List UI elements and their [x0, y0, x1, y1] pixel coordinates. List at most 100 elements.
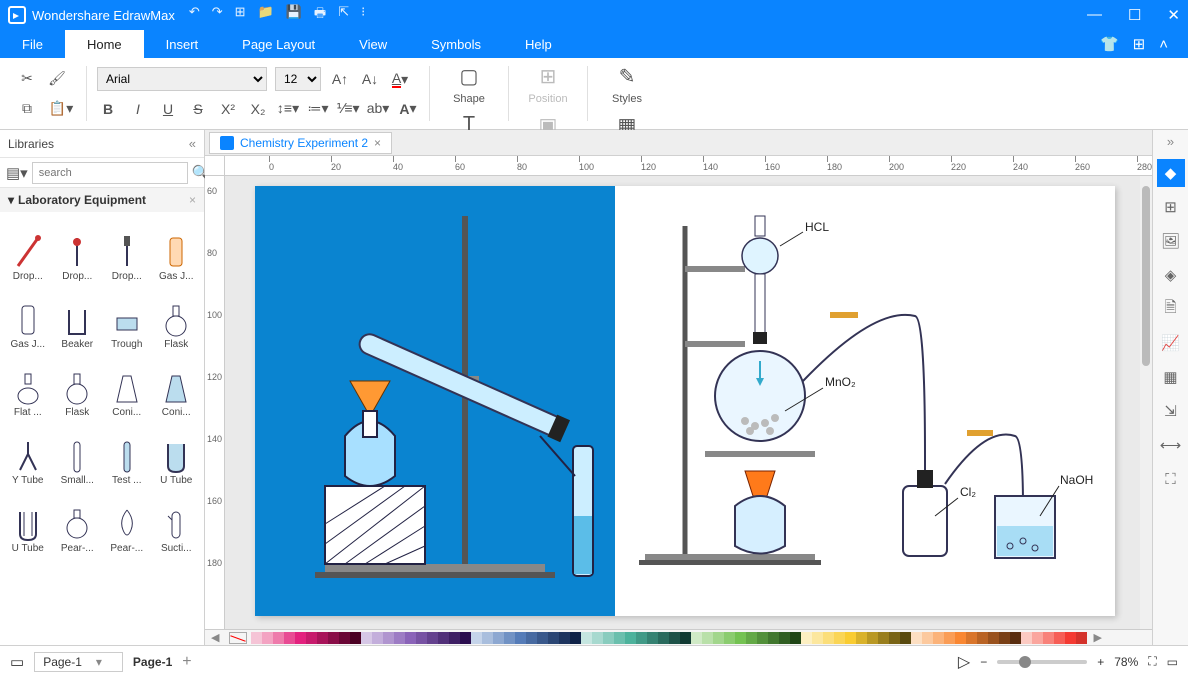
color-swatch[interactable] — [273, 632, 284, 644]
color-swatch[interactable] — [460, 632, 471, 644]
color-swatch[interactable] — [746, 632, 757, 644]
color-swatch[interactable] — [482, 632, 493, 644]
color-swatch[interactable] — [570, 632, 581, 644]
image-icon[interactable]: 🖼 — [1157, 227, 1185, 255]
format-painter-icon[interactable]: 🖌 — [46, 68, 68, 90]
color-swatch[interactable] — [581, 632, 592, 644]
color-swatch[interactable] — [317, 632, 328, 644]
color-swatch[interactable] — [350, 632, 361, 644]
shirt-icon[interactable]: 👕 — [1100, 35, 1119, 53]
color-swatch[interactable] — [823, 632, 834, 644]
color-swatch[interactable] — [438, 632, 449, 644]
menu-tab-help[interactable]: Help — [503, 30, 574, 58]
fit-width-icon[interactable]: ▭ — [1167, 655, 1178, 669]
decrease-font-icon[interactable]: A↓ — [359, 68, 381, 90]
color-swatch[interactable] — [592, 632, 603, 644]
color-swatch[interactable] — [669, 632, 680, 644]
color-swatch[interactable] — [977, 632, 988, 644]
close-section-icon[interactable]: × — [189, 193, 196, 207]
no-fill-swatch[interactable] — [229, 632, 247, 644]
palette-prev-icon[interactable]: ◀ — [205, 631, 225, 644]
color-swatch[interactable] — [284, 632, 295, 644]
color-swatch[interactable] — [1076, 632, 1087, 644]
color-swatch[interactable] — [658, 632, 669, 644]
library-shape-item[interactable]: U Tube — [153, 420, 201, 486]
collapse-libraries-icon[interactable]: « — [189, 136, 196, 151]
color-swatch[interactable] — [361, 632, 372, 644]
color-swatch[interactable] — [262, 632, 273, 644]
color-swatch[interactable] — [1032, 632, 1043, 644]
menu-tab-home[interactable]: Home — [65, 30, 144, 58]
maximize-icon[interactable]: ☐ — [1128, 6, 1141, 24]
superscript-icon[interactable]: X² — [217, 98, 239, 120]
layers-icon[interactable]: ◈ — [1157, 261, 1185, 289]
library-shape-item[interactable]: Drop... — [54, 216, 102, 282]
text-effects-icon[interactable]: ab▾ — [367, 98, 389, 120]
qat-more-icon[interactable]: ⁝ — [361, 4, 365, 26]
page-selector[interactable]: Page-1▾ — [34, 652, 123, 672]
zoom-percent[interactable]: 78% — [1114, 655, 1138, 669]
palette-next-icon[interactable]: ▶ — [1087, 631, 1107, 644]
color-swatch[interactable] — [526, 632, 537, 644]
color-swatch[interactable] — [603, 632, 614, 644]
color-swatch[interactable] — [911, 632, 922, 644]
color-swatch[interactable] — [757, 632, 768, 644]
font-family-select[interactable]: Arial — [97, 67, 267, 91]
zoom-out-icon[interactable]: − — [980, 655, 987, 669]
close-tab-icon[interactable]: × — [374, 136, 381, 150]
library-shape-item[interactable]: Gas J... — [153, 216, 201, 282]
linespacing-icon[interactable]: ↕≡▾ — [277, 98, 299, 120]
minimize-icon[interactable]: — — [1087, 6, 1102, 24]
color-swatch[interactable] — [449, 632, 460, 644]
font-color-icon[interactable]: A▾ — [389, 68, 411, 90]
library-shape-item[interactable]: Trough — [103, 284, 151, 350]
color-swatch[interactable] — [955, 632, 966, 644]
styles-button[interactable]: ✎Styles — [598, 64, 656, 105]
library-shape-item[interactable]: Gas J... — [4, 284, 52, 350]
color-swatch[interactable] — [537, 632, 548, 644]
color-swatch[interactable] — [922, 632, 933, 644]
library-shape-item[interactable]: Coni... — [103, 352, 151, 418]
add-page-icon[interactable]: + — [182, 653, 191, 671]
strike-icon[interactable]: S — [187, 98, 209, 120]
library-shape-item[interactable]: Y Tube — [4, 420, 52, 486]
library-shape-item[interactable]: Flask — [54, 352, 102, 418]
color-swatch[interactable] — [966, 632, 977, 644]
menu-tab-symbols[interactable]: Symbols — [409, 30, 503, 58]
play-icon[interactable]: ▷ — [958, 652, 970, 672]
color-swatch[interactable] — [394, 632, 405, 644]
color-swatch[interactable] — [878, 632, 889, 644]
paste-icon[interactable]: 📋▾ — [46, 97, 76, 119]
color-swatch[interactable] — [372, 632, 383, 644]
chart-icon[interactable]: 📈 — [1157, 329, 1185, 357]
shape-button[interactable]: ▢Shape — [440, 64, 498, 105]
table-icon[interactable]: ▦ — [1157, 363, 1185, 391]
collapse-ribbon-icon[interactable]: ˄ — [1159, 36, 1168, 53]
library-search-input[interactable] — [32, 162, 188, 184]
new-icon[interactable]: ⊞ — [235, 4, 246, 26]
color-swatch[interactable] — [812, 632, 823, 644]
menu-tab-page-layout[interactable]: Page Layout — [220, 30, 337, 58]
color-swatch[interactable] — [702, 632, 713, 644]
close-icon[interactable]: ✕ — [1167, 6, 1180, 24]
color-swatch[interactable] — [559, 632, 570, 644]
dimensions-icon[interactable]: ⟷ — [1157, 431, 1185, 459]
grid-icon[interactable]: ⊞ — [1133, 35, 1146, 53]
highlight-icon[interactable]: A▾ — [397, 98, 419, 120]
export-panel-icon[interactable]: ⇲ — [1157, 397, 1185, 425]
zoom-slider[interactable] — [997, 660, 1087, 664]
open-icon[interactable]: 📁 — [258, 4, 274, 26]
bold-icon[interactable]: B — [97, 98, 119, 120]
canvas-viewport[interactable]: HCL MnO₂ Cl₂ NaOH — [225, 176, 1152, 629]
color-swatch[interactable] — [1065, 632, 1076, 644]
document-tab[interactable]: Chemistry Experiment 2 × — [209, 132, 392, 154]
color-swatch[interactable] — [856, 632, 867, 644]
color-swatch[interactable] — [1043, 632, 1054, 644]
copy-icon[interactable]: ⧉ — [16, 97, 38, 119]
library-shape-item[interactable]: Flask — [153, 284, 201, 350]
library-shape-item[interactable]: Drop... — [103, 216, 151, 282]
menu-tab-view[interactable]: View — [337, 30, 409, 58]
menu-tab-file[interactable]: File — [0, 30, 65, 58]
color-swatch[interactable] — [1021, 632, 1032, 644]
color-swatch[interactable] — [845, 632, 856, 644]
